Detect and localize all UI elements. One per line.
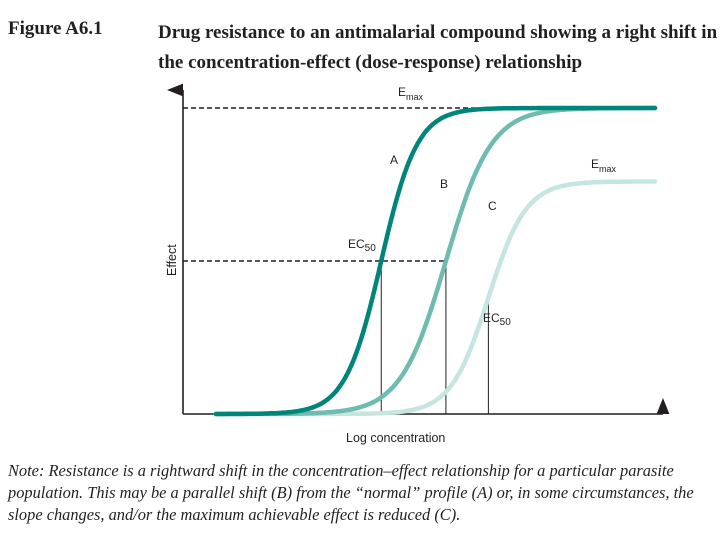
curve-a — [213, 105, 658, 417]
figure-note: Note: Resistance is a rightward shift in… — [8, 461, 694, 524]
emax-label-main: Emax — [398, 85, 424, 102]
y-axis-label: Effect — [165, 244, 179, 276]
x-axis-label: Log concentration — [346, 431, 445, 445]
figure-label: Figure A6.1 — [8, 18, 103, 39]
ec50-label-c: EC50 — [483, 311, 511, 328]
emax-label-c: Emax — [591, 157, 617, 174]
series-label-c: C — [488, 199, 497, 213]
figure-title: Drug resistance to an antimalarial compo… — [158, 22, 718, 73]
ec50-label-a: EC50 — [348, 237, 376, 254]
series-label-b: B — [440, 177, 448, 191]
series-label-a: A — [390, 153, 398, 167]
